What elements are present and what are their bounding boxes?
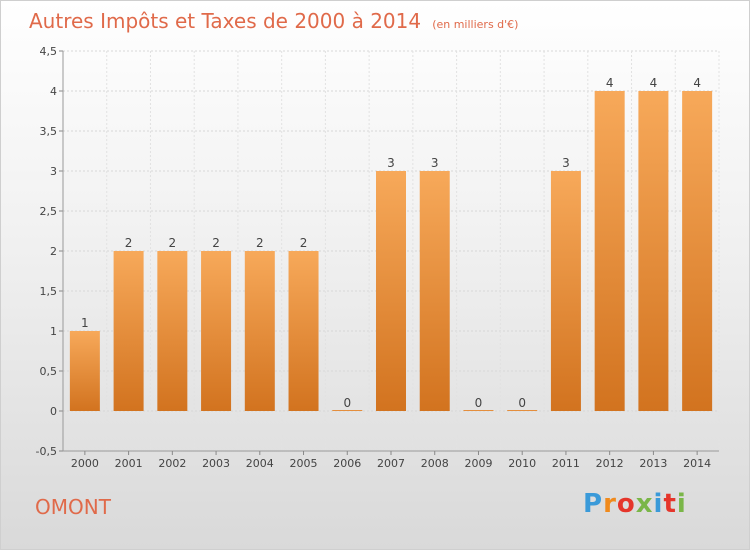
- y-tick-label: 2,5: [40, 205, 58, 218]
- y-tick-label: 0: [50, 405, 57, 418]
- brand-letter: x: [635, 489, 654, 519]
- value-label: 0: [475, 396, 483, 410]
- bar: [332, 410, 363, 411]
- x-tick-label: 2014: [683, 457, 711, 470]
- x-tick-label: 2004: [246, 457, 274, 470]
- bar: [69, 331, 100, 411]
- value-label: 0: [518, 396, 526, 410]
- bar: [376, 171, 406, 411]
- place-name: OMONT: [35, 495, 111, 519]
- y-tick-label: 1: [50, 325, 57, 338]
- chart-subtitle: (en milliers d'€): [432, 18, 519, 31]
- title-row: Autres Impôts et Taxes de 2000 à 2014 (e…: [29, 9, 518, 33]
- value-label: 2: [125, 236, 133, 250]
- value-label: 3: [562, 156, 570, 170]
- value-label: 2: [212, 236, 220, 250]
- x-tick-label: 2013: [639, 457, 667, 470]
- bar: [682, 91, 713, 411]
- value-label: 3: [387, 156, 395, 170]
- bar: [594, 91, 625, 411]
- axes: [59, 50, 719, 455]
- bar: [638, 91, 669, 411]
- x-tick-label: 2000: [71, 457, 99, 470]
- x-tick-label: 2012: [596, 457, 624, 470]
- y-tick-labels: -0,5 0 0,5 1 1,5 2 2,5 3 3,5 4 4,5: [36, 45, 57, 458]
- x-tick-label: 2007: [377, 457, 405, 470]
- value-label: 4: [606, 76, 614, 90]
- x-tick-label: 2011: [552, 457, 580, 470]
- brand-letter: i: [653, 489, 664, 519]
- bar: [550, 171, 581, 411]
- value-label: 4: [650, 76, 658, 90]
- bar: [463, 410, 494, 411]
- value-label: 4: [693, 76, 701, 90]
- value-label: 2: [300, 236, 308, 250]
- bar: [201, 251, 232, 411]
- value-label: 2: [169, 236, 177, 250]
- bar: [157, 251, 188, 411]
- y-tick-label: 4: [50, 85, 57, 98]
- x-tick-label: 2005: [290, 457, 318, 470]
- x-tick-label: 2009: [464, 457, 492, 470]
- y-tick-label: 4,5: [40, 45, 58, 58]
- x-tick-label: 2003: [202, 457, 230, 470]
- x-tick-label: 2001: [115, 457, 143, 470]
- value-label: 0: [343, 396, 351, 410]
- value-labels: 1 2 2 2 2 2 0 3 3 0 0 3 4 4 4: [81, 76, 701, 410]
- value-label: 3: [431, 156, 439, 170]
- value-label: 1: [81, 316, 89, 330]
- y-tick-label: -0,5: [36, 445, 57, 458]
- brand-letter: i: [676, 489, 687, 519]
- value-label: 2: [256, 236, 264, 250]
- x-tick-labels: 2000 2001 2002 2003 2004 2005 2006 2007 2008 2009…: [71, 457, 711, 470]
- y-tick-label: 0,5: [40, 365, 58, 378]
- x-tick-label: 2010: [508, 457, 536, 470]
- bar: [288, 251, 319, 411]
- brand-logo: Proxiti: [583, 489, 687, 519]
- bar: [113, 251, 144, 411]
- bar: [507, 410, 538, 411]
- y-tick-label: 1,5: [40, 285, 58, 298]
- x-tick-label: 2002: [158, 457, 186, 470]
- y-tick-label: 3,5: [40, 125, 58, 138]
- brand-letter: r: [603, 489, 617, 519]
- y-tick-label: 2: [50, 245, 57, 258]
- chart-title: Autres Impôts et Taxes de 2000 à 2014: [29, 9, 422, 33]
- brand-letter: P: [583, 489, 604, 519]
- bars: [69, 91, 713, 411]
- brand-letter: o: [616, 489, 636, 519]
- y-tick-label: 3: [50, 165, 57, 178]
- bar: [244, 251, 275, 411]
- x-tick-label: 2008: [421, 457, 449, 470]
- brand-letter: t: [663, 489, 677, 519]
- bar: [419, 171, 450, 411]
- x-tick-label: 2006: [333, 457, 361, 470]
